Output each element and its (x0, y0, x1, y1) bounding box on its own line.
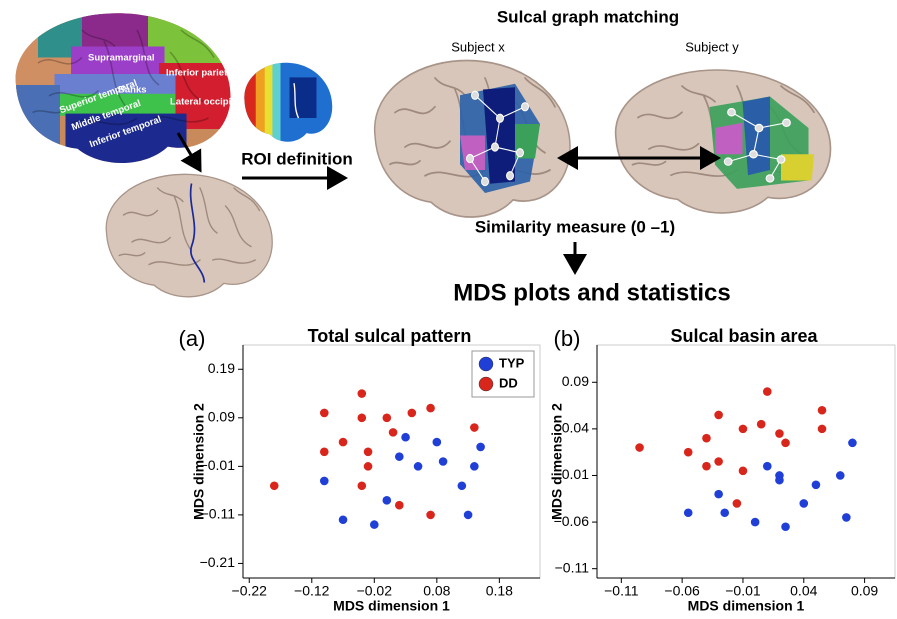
point (364, 447, 373, 456)
y-axis-label: MDS dimension 2 (191, 403, 207, 520)
point (270, 481, 279, 490)
roi-label: ROI definition (241, 149, 352, 168)
point (702, 434, 711, 443)
legend-label: DD (499, 375, 518, 390)
region-label: Inferior parietal (166, 68, 235, 79)
point (408, 409, 417, 418)
point (702, 462, 711, 471)
x-tick-label: 0.08 (423, 583, 450, 599)
point (635, 443, 644, 452)
point (739, 467, 748, 476)
point (818, 406, 827, 415)
x-axis-label: MDS dimension 1 (688, 598, 805, 614)
point (775, 476, 784, 485)
point (320, 477, 329, 486)
x-tick-label: 0.09 (851, 583, 878, 599)
point (799, 499, 808, 508)
point (389, 428, 398, 437)
point (339, 438, 348, 447)
roi-brain (106, 174, 272, 297)
point (739, 425, 748, 434)
point (358, 389, 367, 398)
chart-title: Total sulcal pattern (308, 326, 472, 346)
panel-label: (b) (554, 326, 581, 351)
point (470, 423, 479, 432)
point (395, 501, 404, 510)
point (401, 433, 410, 442)
subject-y-brain (616, 70, 831, 213)
subject-label: Subject y (685, 39, 739, 54)
point (781, 522, 790, 531)
point (733, 499, 742, 508)
region-label: Lateral occipita (170, 97, 240, 108)
x-tick-label: −0.06 (664, 583, 700, 599)
x-tick-label: −0.11 (604, 583, 639, 599)
y-tick-label: −0.11 (555, 559, 590, 575)
point (364, 462, 373, 471)
point (775, 429, 784, 438)
point (426, 404, 435, 413)
x-tick-label: −0.22 (232, 583, 268, 599)
point (426, 511, 435, 520)
x-axis-label: MDS dimension 1 (333, 598, 450, 614)
point (848, 439, 857, 448)
point (763, 462, 772, 471)
chart-title: Sulcal basin area (670, 326, 818, 346)
plot-frame (597, 345, 895, 578)
panel-label: (a) (179, 326, 206, 351)
point (714, 457, 723, 466)
point (339, 515, 348, 524)
point (714, 411, 723, 420)
matching-title: Sulcal graph matching (497, 7, 679, 26)
point (757, 420, 766, 429)
point (751, 518, 760, 527)
point (358, 414, 367, 423)
region-label: Supramarginal (88, 53, 155, 64)
x-tick-label: −0.02 (357, 583, 393, 599)
y-tick-label: 0.09 (562, 373, 589, 389)
point (836, 471, 845, 480)
point (464, 511, 473, 520)
similarity-label: Similarity measure (0 –1) (475, 217, 675, 236)
y-tick-label: 0.19 (208, 360, 235, 376)
x-tick-label: −0.12 (294, 583, 330, 599)
y-tick-label: 0.04 (562, 420, 589, 436)
point (763, 387, 772, 396)
point (358, 481, 367, 490)
x-tick-label: −0.01 (725, 583, 761, 599)
y-tick-label: 0.09 (208, 409, 235, 425)
point (812, 481, 821, 490)
point (320, 447, 329, 456)
subject-x-brain (375, 60, 570, 217)
point (320, 409, 329, 418)
point (781, 439, 790, 448)
point (684, 508, 693, 517)
point (383, 496, 392, 505)
heatmap-brain (240, 60, 332, 147)
point (414, 462, 423, 471)
point (395, 452, 404, 461)
figure: Supramarginal Inferior parietal Banks Su… (0, 0, 897, 619)
point (433, 438, 442, 447)
point (476, 443, 485, 452)
point (684, 448, 693, 457)
legend-marker (479, 377, 493, 391)
point (383, 414, 392, 423)
y-axis-label: MDS dimension 2 (549, 403, 565, 520)
y-tick-label: −0.21 (200, 554, 236, 570)
x-tick-label: 0.04 (790, 583, 817, 599)
point (470, 462, 479, 471)
point (720, 508, 729, 517)
legend-marker (479, 357, 493, 371)
point (370, 520, 379, 529)
point (714, 490, 723, 499)
legend-label: TYP (499, 355, 525, 370)
subject-label: Subject x (451, 39, 505, 54)
x-tick-label: 0.18 (486, 583, 513, 599)
point (818, 425, 827, 434)
point (439, 457, 448, 466)
point (458, 481, 467, 490)
point (842, 513, 851, 522)
mds-title: MDS plots and statistics (453, 279, 730, 306)
